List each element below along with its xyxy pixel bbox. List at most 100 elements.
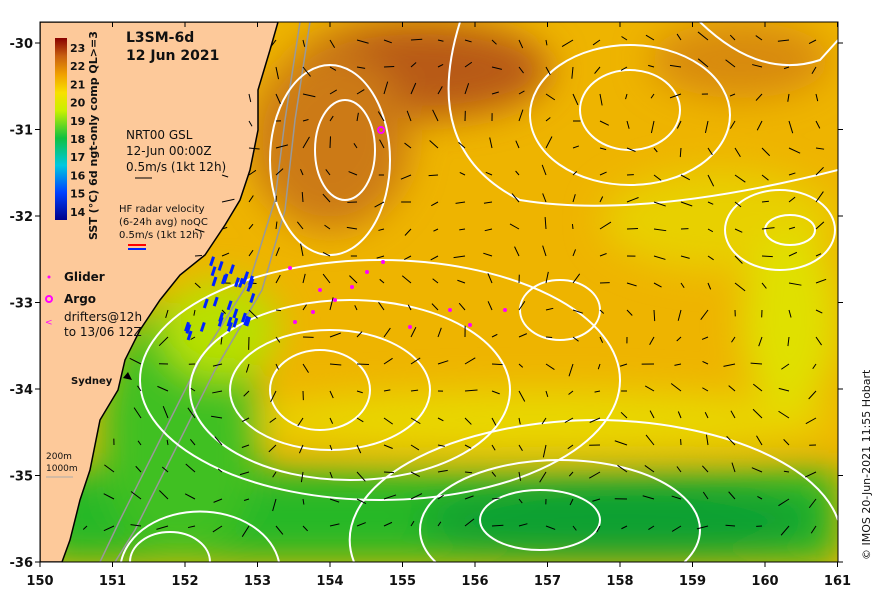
vector-arrow — [190, 336, 196, 340]
legend-argo: Argo — [64, 292, 96, 306]
vector-arrow — [329, 332, 341, 338]
vector-arrow — [788, 309, 792, 318]
streamlines — [120, 22, 838, 562]
vector-arrow — [214, 436, 223, 446]
vector-arrow — [322, 252, 331, 257]
x-tick-label: 152 — [171, 574, 198, 589]
vector-arrow — [644, 465, 655, 473]
radar-vector — [222, 273, 229, 284]
vector-arrow — [193, 309, 196, 316]
sst-field — [40, 22, 838, 562]
vector-arrow — [157, 385, 169, 392]
vector-arrow — [248, 309, 258, 319]
vector-arrow — [572, 93, 579, 106]
vector-arrow — [275, 247, 280, 257]
vector-arrow — [756, 120, 763, 131]
vector-arrow — [158, 336, 169, 347]
vector-arrow — [353, 143, 358, 149]
vector-arrow — [464, 39, 472, 43]
vector-arrow — [518, 498, 523, 504]
vector-arrow — [619, 363, 628, 367]
vector-arrow — [379, 139, 385, 149]
vector-arrow — [614, 440, 628, 446]
vector-arrow — [383, 471, 395, 474]
vector-arrow — [545, 525, 556, 530]
vector-arrow — [761, 174, 769, 181]
vector-arrow — [808, 390, 817, 400]
legend-drifters-period: to 13/06 12Z — [64, 325, 142, 339]
radar-avg: (6-24h avg) noQC — [119, 217, 208, 228]
vector-arrow — [626, 282, 637, 287]
vector-arrow — [322, 273, 331, 284]
vector-arrow — [243, 498, 250, 501]
vector-arrow — [561, 39, 574, 48]
vector-arrow — [429, 140, 439, 149]
vector-arrow — [406, 110, 412, 122]
vector-arrow — [383, 39, 392, 44]
vector-arrow — [707, 228, 714, 233]
vector-arrow — [213, 498, 223, 503]
vector-arrow — [190, 387, 196, 392]
vector-arrow — [248, 223, 254, 230]
vector-arrow — [194, 228, 205, 233]
vector-arrow — [815, 147, 825, 150]
vector-arrow — [437, 86, 443, 95]
colorbar-tick: 16 — [70, 169, 86, 182]
vector-arrow — [599, 93, 603, 106]
x-tick-label: 161 — [824, 574, 851, 589]
colorbar-tick: 19 — [70, 115, 85, 128]
hf-radar-vectors — [184, 256, 256, 341]
vector-arrow — [788, 251, 798, 257]
vector-arrow — [302, 273, 306, 284]
vector-arrow — [811, 66, 817, 74]
vector-arrow — [464, 83, 470, 95]
vector-arrow — [103, 525, 115, 532]
vector-arrow — [541, 164, 547, 176]
vector-arrow — [410, 493, 423, 500]
vector-arrow — [275, 363, 279, 370]
vector-arrow — [401, 275, 412, 284]
vector-arrow — [642, 495, 655, 500]
vector-arrow — [815, 309, 823, 314]
vector-arrow — [653, 147, 658, 153]
colorbar-tick: 21 — [70, 78, 85, 91]
vector-arrow — [729, 93, 736, 97]
vector-arrow — [404, 142, 412, 149]
radar-vector — [245, 316, 252, 327]
vector-arrow — [431, 303, 439, 311]
radar-vector — [240, 312, 247, 323]
vector-arrow — [805, 417, 817, 425]
vector-arrow — [572, 145, 580, 149]
vector-arrow — [644, 385, 655, 392]
vector-arrow — [653, 282, 662, 288]
vector-arrow — [302, 66, 311, 77]
vector-arrow — [130, 524, 142, 527]
vector-arrow — [788, 172, 796, 176]
vector-arrow — [300, 169, 304, 176]
y-tick-label: -31 — [10, 124, 34, 139]
radar-vector — [185, 323, 192, 334]
vector-arrow — [725, 59, 736, 68]
vector-arrow — [539, 471, 547, 483]
vector-arrow — [518, 90, 525, 95]
vector-arrow — [491, 471, 497, 477]
vector-arrow — [599, 196, 604, 203]
vector-arrow — [815, 93, 819, 102]
radar-vector — [217, 316, 224, 327]
land — [40, 22, 279, 562]
vector-arrow — [677, 309, 682, 321]
vector-arrow — [599, 253, 607, 257]
y-tick-label: -33 — [10, 297, 34, 312]
vector-arrow — [248, 169, 257, 176]
bathy-200m: 200m — [46, 452, 72, 462]
vector-arrow — [704, 412, 709, 419]
vector-arrow — [322, 193, 331, 203]
vector-arrow — [815, 120, 821, 129]
vector-arrow — [376, 255, 385, 259]
vector-arrow — [783, 470, 790, 473]
vector-arrow — [410, 82, 417, 95]
vector-arrow — [464, 389, 478, 392]
vector-arrow — [755, 93, 763, 101]
vector-arrow — [487, 301, 493, 311]
vector-arrow — [805, 471, 817, 478]
